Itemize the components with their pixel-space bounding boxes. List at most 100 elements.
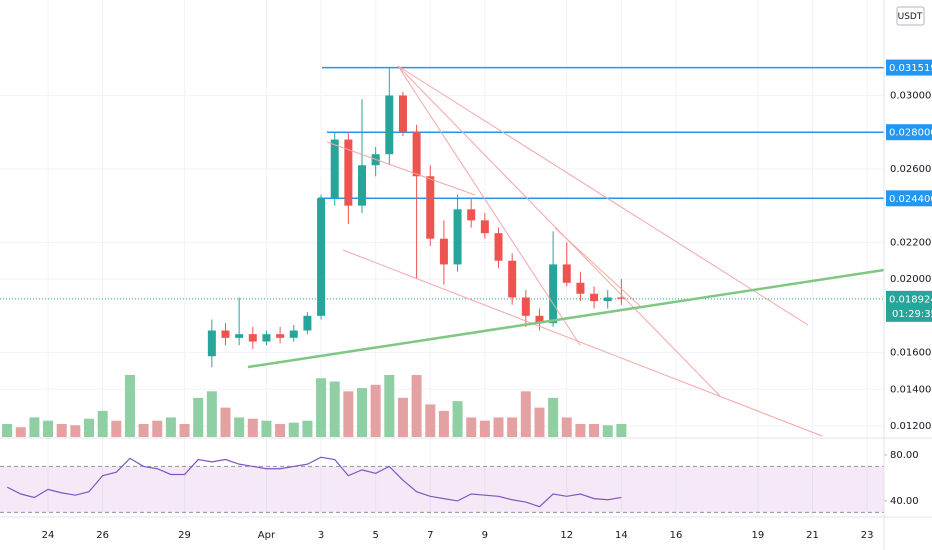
price-label: 0.0244000 bbox=[889, 194, 932, 205]
candle-body bbox=[535, 315, 544, 324]
volume-bar bbox=[302, 420, 313, 437]
volume-bar bbox=[84, 418, 95, 437]
volume-bar bbox=[152, 420, 163, 437]
candle-body bbox=[289, 330, 298, 338]
rsi-tick-label: 80.00 bbox=[890, 450, 919, 461]
y-tick-label: 0.0260000 bbox=[890, 164, 932, 175]
volume-bar bbox=[384, 375, 395, 437]
volume-bar bbox=[575, 423, 586, 437]
volume-bar bbox=[15, 427, 26, 437]
rsi-band bbox=[0, 466, 884, 513]
x-tick-label: 16 bbox=[670, 530, 683, 541]
rsi-line bbox=[6, 456, 622, 508]
volume-bar bbox=[111, 420, 122, 437]
y-tick-label: 0.0300000 bbox=[890, 90, 932, 101]
volume-bar bbox=[452, 401, 463, 437]
volume-bar bbox=[343, 391, 354, 437]
volume-bar bbox=[370, 384, 381, 437]
volume-bar bbox=[56, 423, 67, 437]
volume-bar bbox=[602, 425, 613, 437]
candle-body bbox=[344, 139, 353, 206]
rsi-tick-label: 40.00 bbox=[890, 496, 919, 507]
candle-body bbox=[303, 315, 312, 331]
volume-bar bbox=[466, 417, 477, 437]
volume-bar bbox=[165, 417, 176, 437]
candle-body bbox=[508, 260, 517, 298]
trend-line bbox=[342, 249, 823, 437]
currency-box[interactable] bbox=[896, 6, 925, 26]
x-tick-label: 23 bbox=[861, 530, 874, 541]
countdown: 01:29:35 bbox=[892, 309, 932, 320]
volume-bar bbox=[2, 423, 13, 437]
x-tick-label: 21 bbox=[806, 530, 819, 541]
trend-line bbox=[247, 268, 885, 369]
price-label: 0.0280000 bbox=[889, 128, 932, 139]
x-tick-label: Apr bbox=[258, 530, 276, 541]
volume-bar bbox=[124, 375, 135, 437]
plot bbox=[0, 66, 884, 508]
candle-body bbox=[439, 238, 448, 265]
price-label: 0.0315191 bbox=[889, 63, 932, 74]
trend-line bbox=[554, 227, 641, 307]
y-tick-label: 0.0220000 bbox=[890, 237, 932, 248]
candle-body bbox=[276, 334, 285, 338]
candle-body bbox=[221, 330, 230, 338]
candle-body bbox=[262, 334, 271, 342]
volume-bar bbox=[397, 397, 408, 437]
y-tick-label: 0.0140000 bbox=[890, 384, 932, 395]
volume-bar bbox=[70, 425, 81, 437]
volume-bar bbox=[411, 375, 422, 437]
candle-body bbox=[207, 330, 216, 357]
y-tick-label: 0.0120000 bbox=[890, 421, 932, 432]
price-label-box bbox=[886, 59, 932, 76]
volume-bar bbox=[247, 418, 258, 437]
volume-bar bbox=[179, 423, 190, 437]
candle-body bbox=[317, 198, 326, 316]
volume-bar bbox=[561, 417, 572, 437]
x-tick-label: 19 bbox=[752, 530, 765, 541]
volume-bar bbox=[493, 417, 504, 437]
volume-bar bbox=[329, 381, 340, 437]
candle-body bbox=[248, 334, 257, 342]
volume-bar bbox=[288, 422, 299, 437]
x-tick-label: 24 bbox=[42, 530, 55, 541]
volume-bar bbox=[29, 417, 40, 437]
last-price-box bbox=[886, 290, 932, 322]
x-tick-label: 9 bbox=[482, 530, 488, 541]
x-tick-label: 7 bbox=[427, 530, 433, 541]
x-tick-label: 29 bbox=[178, 530, 191, 541]
candle-body bbox=[521, 297, 530, 316]
candle-body bbox=[617, 297, 626, 299]
trend-line bbox=[397, 65, 581, 346]
volume-bar bbox=[43, 420, 54, 437]
volume-bar bbox=[220, 407, 231, 437]
drawings bbox=[247, 65, 885, 437]
candle-body bbox=[576, 282, 585, 294]
volume-bar bbox=[479, 420, 490, 437]
volume-bar bbox=[97, 410, 108, 437]
volume-bar bbox=[589, 423, 600, 437]
volume-bar bbox=[206, 391, 217, 437]
x-tick-label: 14 bbox=[615, 530, 628, 541]
candle-body bbox=[398, 95, 407, 133]
candle-body bbox=[603, 297, 612, 302]
volume-bar bbox=[138, 423, 149, 437]
volume-bar bbox=[234, 417, 245, 437]
candle-body bbox=[412, 132, 421, 177]
volume-bar bbox=[275, 423, 286, 437]
volume-bar bbox=[548, 397, 559, 437]
volume-bar bbox=[438, 410, 449, 437]
candle-body bbox=[494, 233, 503, 261]
volume-bar bbox=[261, 420, 272, 437]
volume-bar bbox=[520, 391, 531, 437]
x-tick-label: 3 bbox=[318, 530, 324, 541]
volume-bar bbox=[357, 388, 368, 437]
y-tick-label: 0.0160000 bbox=[890, 348, 932, 359]
volume-bar bbox=[193, 397, 204, 437]
candle-body bbox=[426, 176, 435, 239]
candle-body bbox=[453, 209, 462, 265]
x-tick-label: 12 bbox=[560, 530, 573, 541]
volume-bar bbox=[616, 423, 627, 437]
